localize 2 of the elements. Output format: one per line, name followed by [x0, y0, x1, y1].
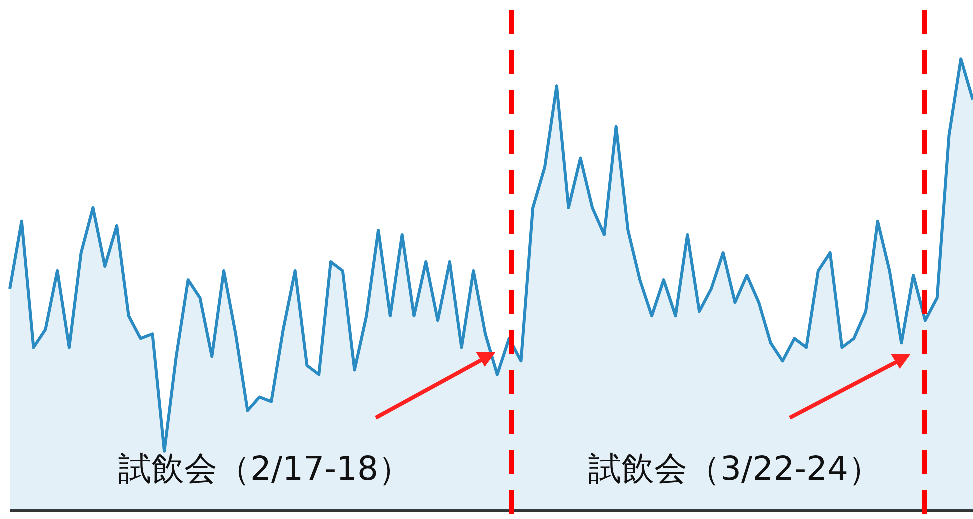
annotation: 試飲会（3/22-24） [588, 449, 882, 488]
annotation: 試飲会（2/17-18） [118, 449, 412, 488]
